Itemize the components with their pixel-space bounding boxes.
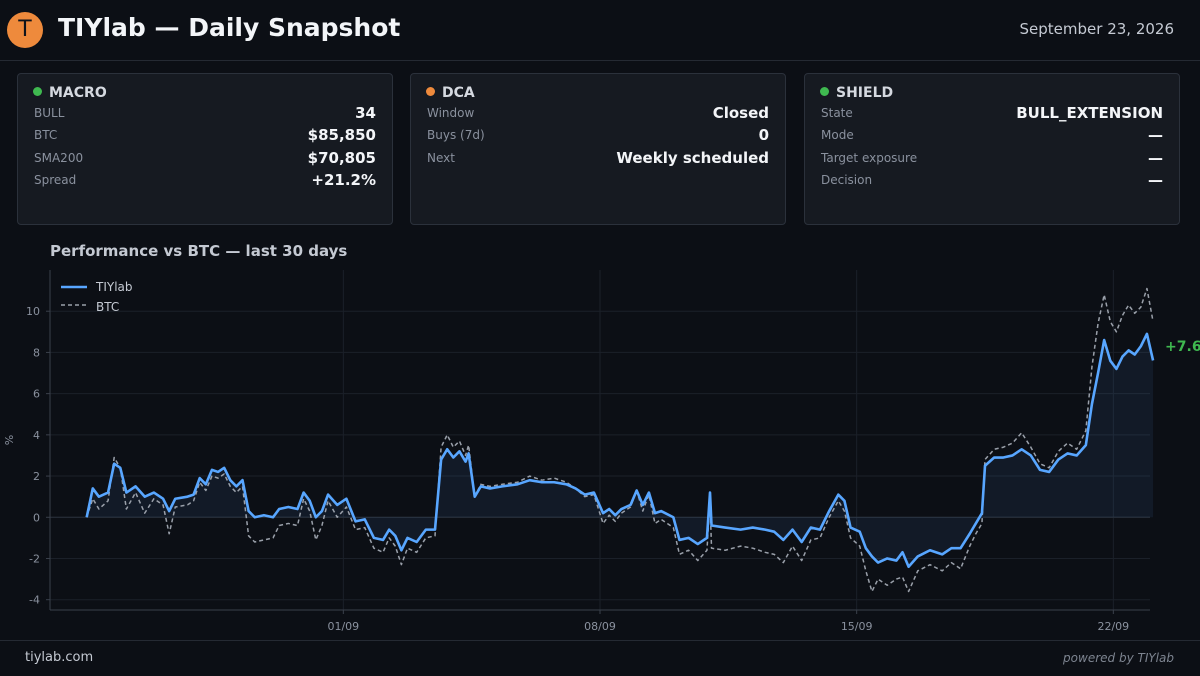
- macro-status-dot: [33, 87, 42, 96]
- metric-value: $70,805: [307, 149, 376, 167]
- logo: T: [7, 12, 43, 48]
- metric-label: BTC: [34, 128, 58, 142]
- x-tick-label: 15/09: [841, 620, 873, 633]
- dca-row-window: Window Closed: [427, 104, 769, 124]
- metric-label: Buys (7d): [427, 128, 485, 142]
- macro-card-label: MACRO: [49, 85, 107, 101]
- x-tick-label: 22/09: [1097, 620, 1129, 633]
- metric-label: State: [821, 106, 853, 120]
- page-title: TIYlab — Daily Snapshot: [58, 13, 401, 42]
- x-tick-label: 08/09: [584, 620, 616, 633]
- metric-label: Spread: [34, 173, 77, 187]
- metric-value: 0: [758, 126, 769, 144]
- macro-card: MACRO BULL 34 BTC $85,850 SMA200 $70,805…: [17, 73, 393, 225]
- shield-row-decision: Decision —: [821, 171, 1163, 191]
- header-bar: T TIYlab — Daily Snapshot September 23, …: [0, 0, 1200, 61]
- shield-card-label: SHIELD: [836, 85, 894, 101]
- y-tick-label: 10: [26, 305, 40, 318]
- y-tick-label: 6: [33, 388, 40, 401]
- tiylab-end-value-label: +7.61%: [1165, 339, 1200, 355]
- site-link[interactable]: tiylab.com: [25, 650, 94, 665]
- macro-row-btc: BTC $85,850: [34, 126, 376, 146]
- dca-card: DCA Window Closed Buys (7d) 0 Next Weekl…: [410, 73, 786, 225]
- tiylab-area-fill: [86, 333, 1154, 567]
- shield-card: SHIELD State BULL_EXTENSION Mode — Targe…: [804, 73, 1180, 225]
- metric-label: SMA200: [34, 151, 84, 165]
- metric-value: —: [1148, 171, 1163, 189]
- y-tick-label: -4: [29, 594, 40, 607]
- shield-row-state: State BULL_EXTENSION: [821, 104, 1163, 124]
- metric-label: Next: [427, 151, 455, 165]
- shield-status-dot: [820, 87, 829, 96]
- shield-row-target-exposure: Target exposure —: [821, 149, 1163, 169]
- metric-label: Mode: [821, 128, 854, 142]
- y-tick-label: 0: [33, 511, 40, 524]
- y-axis-label: %: [3, 435, 16, 445]
- dca-status-dot: [426, 87, 435, 96]
- metric-value: —: [1148, 126, 1163, 144]
- legend-label-tiylab: TIYlab: [95, 280, 133, 294]
- performance-chart: -4 -2 0 2 4 6 8 10 01/09 08/09 15/09 22/09% +7.61% TI…: [3, 270, 1200, 633]
- macro-row-bull: BULL 34: [34, 104, 376, 124]
- metric-value: BULL_EXTENSION: [1016, 104, 1163, 122]
- metric-label: BULL: [34, 106, 65, 120]
- macro-row-sma200: SMA200 $70,805: [34, 149, 376, 169]
- dca-card-title: DCA: [426, 85, 475, 101]
- metric-value: Weekly scheduled: [616, 149, 769, 167]
- legend-label-btc: BTC: [96, 300, 119, 314]
- metric-value: Closed: [712, 104, 769, 122]
- macro-row-spread: Spread +21.2%: [34, 171, 376, 191]
- y-tick-label: -2: [29, 552, 40, 565]
- metric-label: Target exposure: [821, 151, 918, 165]
- report-date: September 23, 2026: [1019, 20, 1174, 38]
- dca-card-label: DCA: [442, 85, 475, 101]
- chart-title: Performance vs BTC — last 30 days: [50, 242, 348, 260]
- metric-value: —: [1148, 149, 1163, 167]
- btc-series-line: [85, 287, 1154, 593]
- macro-card-title: MACRO: [33, 85, 107, 101]
- shield-row-mode: Mode —: [821, 126, 1163, 146]
- dca-row-buys: Buys (7d) 0: [427, 126, 769, 146]
- dca-row-next: Next Weekly scheduled: [427, 149, 769, 169]
- metric-value: 34: [355, 104, 376, 122]
- y-tick-label: 4: [33, 429, 40, 442]
- metric-value: +21.2%: [311, 171, 376, 189]
- x-tick-label: 01/09: [327, 620, 359, 633]
- powered-by-text: powered by TIYlab: [1063, 651, 1174, 665]
- metric-label: Window: [427, 106, 475, 120]
- footer-bar: tiylab.com powered by TIYlab: [0, 640, 1200, 676]
- y-tick-label: 2: [33, 470, 40, 483]
- shield-card-title: SHIELD: [820, 85, 893, 101]
- metric-value: $85,850: [307, 126, 376, 144]
- tiylab-series-line: [85, 332, 1155, 569]
- metric-label: Decision: [821, 173, 873, 187]
- y-tick-label: 8: [33, 346, 40, 359]
